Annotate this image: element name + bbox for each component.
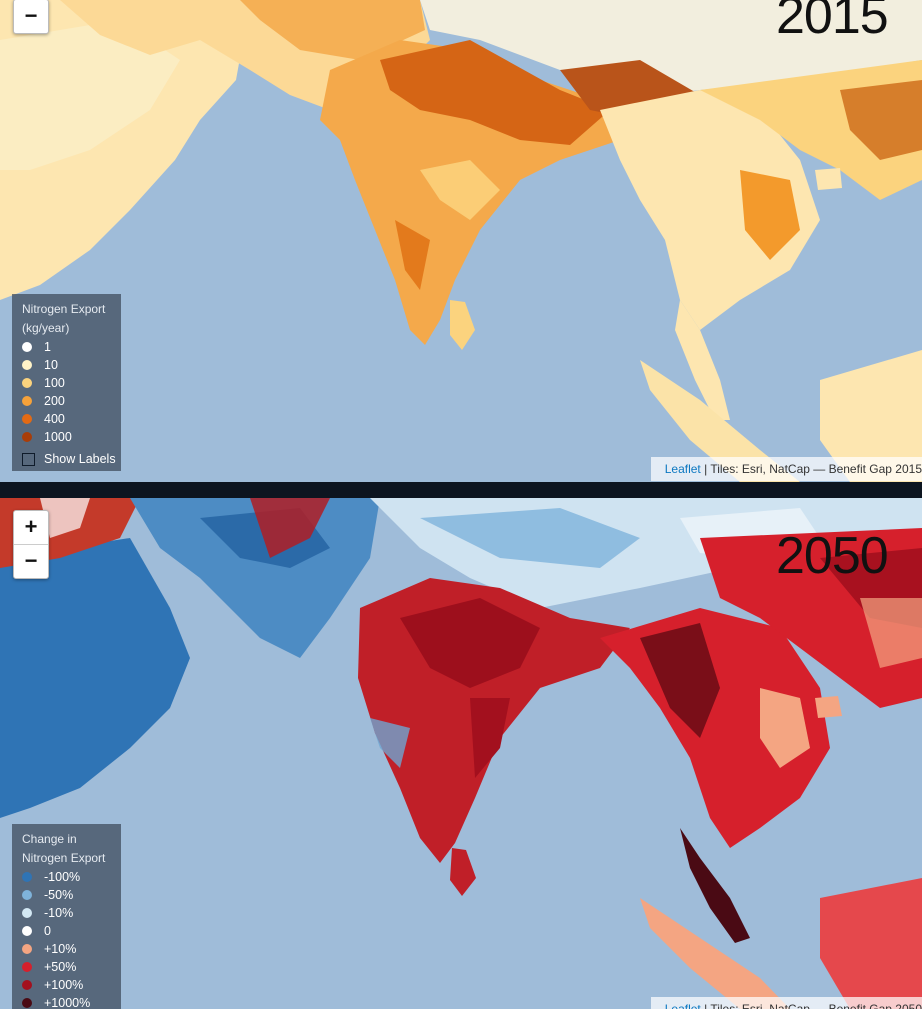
- zoom-out-button[interactable]: −: [24, 3, 38, 28]
- legend-swatch: [22, 944, 32, 954]
- legend: Change in Nitrogen Export -100% -50% -10…: [12, 824, 121, 1009]
- show-labels-label: Show Labels: [44, 452, 116, 466]
- legend-item: 400: [22, 410, 121, 428]
- nitrogen-export-map-2015[interactable]: [0, 0, 922, 482]
- legend-item-label: 100: [44, 376, 65, 390]
- map-2015[interactable]: 2015 − Nitrogen Export (kg/year) 1 10 10…: [0, 0, 922, 482]
- legend-title: Change in Nitrogen Export: [22, 832, 106, 865]
- year-label: 2015: [776, 0, 889, 45]
- legend-item-label: 10: [44, 358, 58, 372]
- leaflet-link[interactable]: Leaflet: [664, 462, 701, 476]
- zoom-in-button[interactable]: +: [24, 514, 38, 539]
- legend-item-label: 400: [44, 412, 65, 426]
- legend-swatch: [22, 980, 32, 990]
- legend-item: -50%: [22, 886, 121, 904]
- legend-swatch: [22, 360, 32, 370]
- legend-item: 1: [22, 338, 121, 356]
- legend-item: 100: [22, 374, 121, 392]
- show-labels-checkbox[interactable]: [22, 452, 35, 466]
- legend-swatch: [22, 926, 32, 936]
- legend-items: 1 10 100 200 400 1000: [22, 338, 121, 446]
- leaflet-link[interactable]: Leaflet: [664, 1002, 701, 1009]
- legend-swatch: [22, 342, 32, 352]
- legend-item-label: 1: [44, 340, 51, 354]
- nitrogen-change-map-2050[interactable]: [0, 498, 922, 1009]
- legend-item-label: +1000%: [44, 996, 91, 1009]
- legend-swatch: [22, 962, 32, 972]
- legend-item-label: +10%: [44, 942, 77, 956]
- legend-item-label: 0: [44, 924, 51, 938]
- legend-item: 0: [22, 922, 121, 940]
- legend: Nitrogen Export (kg/year) 1 10 100 200 4…: [12, 294, 121, 471]
- attribution-text: | Tiles: Esri, NatCap — Benefit Gap 2015: [700, 462, 922, 476]
- zoom-out-button[interactable]: −: [14, 544, 48, 578]
- legend-item-label: -50%: [44, 888, 74, 902]
- legend-items: -100% -50% -10% 0 +10% +50% +100% +1000%: [22, 868, 121, 1009]
- legend-item: -100%: [22, 868, 121, 886]
- zoom-control: + −: [13, 510, 49, 579]
- zoom-control: −: [13, 0, 49, 34]
- map-divider: [0, 482, 922, 498]
- legend-item: 10: [22, 356, 121, 374]
- legend-item: +100%: [22, 976, 121, 994]
- attribution: Leaflet | Tiles: Esri, NatCap — Benefit …: [650, 997, 922, 1009]
- legend-item: +10%: [22, 940, 121, 958]
- legend-item: 200: [22, 392, 121, 410]
- show-labels-toggle[interactable]: Show Labels: [22, 448, 121, 470]
- legend-item-label: +50%: [44, 960, 77, 974]
- legend-swatch: [22, 998, 32, 1008]
- legend-item-label: 1000: [44, 430, 72, 444]
- attribution-text: | Tiles: Esri, NatCap — Benefit Gap 2050: [700, 1002, 922, 1009]
- legend-swatch: [22, 908, 32, 918]
- legend-swatch: [22, 872, 32, 882]
- legend-swatch: [22, 890, 32, 900]
- legend-title: Nitrogen Export (kg/year): [22, 302, 106, 335]
- map-2050[interactable]: 2050 + − Change in Nitrogen Export -100%…: [0, 498, 922, 1009]
- year-label: 2050: [776, 527, 889, 585]
- legend-swatch: [22, 396, 32, 406]
- legend-swatch: [22, 378, 32, 388]
- legend-item-label: -100%: [44, 870, 81, 884]
- legend-item-label: +100%: [44, 978, 84, 992]
- legend-item: +1000%: [22, 994, 121, 1009]
- legend-item: +50%: [22, 958, 121, 976]
- legend-item-label: -10%: [44, 906, 74, 920]
- legend-item: 1000: [22, 428, 121, 446]
- legend-item-label: 200: [44, 394, 65, 408]
- legend-item: -10%: [22, 904, 121, 922]
- legend-swatch: [22, 432, 32, 442]
- attribution: Leaflet | Tiles: Esri, NatCap — Benefit …: [650, 457, 922, 481]
- legend-swatch: [22, 414, 32, 424]
